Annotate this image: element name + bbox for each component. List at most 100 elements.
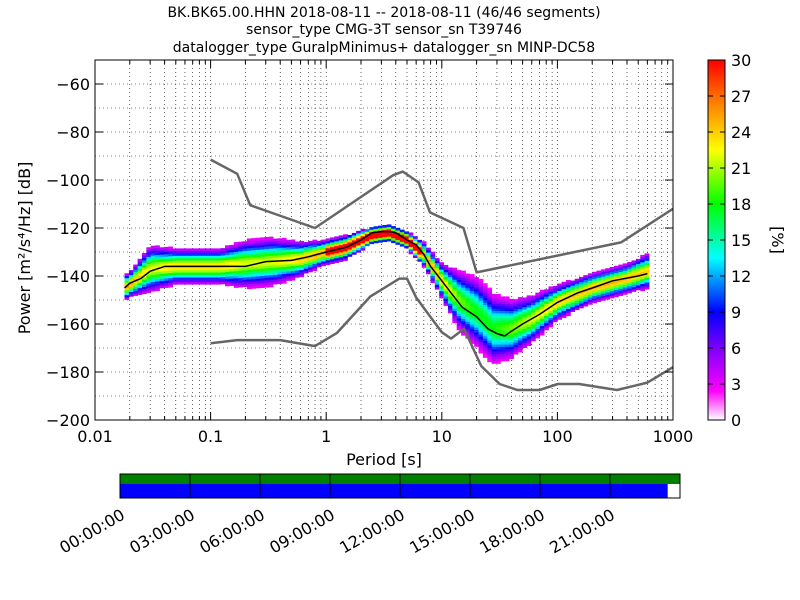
density-cell	[496, 322, 501, 326]
density-cell	[194, 260, 200, 263]
density-cell	[461, 304, 466, 307]
density-cell	[469, 290, 475, 294]
density-cell	[565, 287, 571, 290]
density-cell	[644, 267, 650, 271]
density-cell	[190, 253, 195, 256]
density-cell	[461, 316, 466, 319]
density-cell	[557, 297, 562, 301]
density-cell	[216, 255, 222, 259]
density-cell	[544, 291, 549, 295]
density-cell	[579, 279, 584, 282]
density-cell	[618, 264, 624, 268]
density-cell	[268, 239, 274, 242]
density-cell	[539, 325, 545, 329]
density-cell	[255, 237, 261, 241]
density-cell	[181, 262, 187, 266]
density-cell	[496, 344, 501, 347]
density-cell	[246, 284, 252, 287]
density-cell	[465, 304, 471, 308]
density-cell	[522, 328, 528, 332]
density-cell	[526, 340, 532, 344]
density-cell	[172, 250, 178, 254]
density-cell	[504, 339, 510, 343]
density-cell	[233, 242, 239, 245]
density-cell	[509, 337, 514, 340]
density-cell	[246, 276, 252, 280]
density-cell	[517, 318, 523, 322]
density-cell	[605, 275, 611, 278]
density-cell	[225, 271, 230, 275]
density-cell	[137, 289, 143, 293]
density-cell	[605, 296, 611, 300]
density-cell	[474, 334, 479, 338]
density-cell	[469, 300, 475, 304]
density-cell	[281, 245, 287, 248]
density-cell	[391, 233, 396, 236]
density-cell	[225, 276, 230, 280]
density-cell	[631, 267, 637, 271]
density-cell	[496, 306, 501, 309]
density-cell	[395, 235, 401, 238]
colorbar-tick-label: 27	[731, 87, 751, 106]
density-cell	[321, 241, 326, 245]
density-cell	[260, 273, 265, 276]
density-cell	[456, 272, 462, 276]
density-cell	[246, 243, 252, 246]
density-cell	[509, 349, 514, 352]
density-cell	[478, 317, 484, 320]
density-cell	[570, 282, 576, 286]
density-cell	[478, 286, 484, 289]
density-cell	[176, 255, 182, 259]
density-cell	[500, 354, 506, 357]
density-cell	[286, 263, 291, 267]
density-cell	[452, 306, 458, 309]
density-cell	[338, 242, 344, 246]
density-cell	[513, 342, 519, 345]
density-cell	[430, 273, 436, 276]
density-cell	[220, 269, 226, 273]
density-cell	[255, 254, 261, 258]
density-cell	[544, 318, 549, 321]
density-cell	[251, 250, 257, 253]
density-cell	[530, 307, 536, 311]
density-cell	[614, 284, 619, 288]
density-cell	[456, 284, 462, 288]
density-cell	[539, 316, 545, 319]
density-cell	[614, 280, 619, 283]
density-cell	[356, 250, 361, 253]
density-cell	[159, 247, 165, 250]
density-cell	[356, 238, 361, 241]
x-tick-label: 100	[542, 427, 573, 446]
density-cell	[303, 242, 309, 245]
density-cell	[325, 238, 331, 242]
density-cell	[316, 262, 322, 266]
density-cell	[478, 290, 484, 294]
density-cell	[548, 320, 554, 323]
density-cell	[474, 337, 479, 340]
density-cell	[426, 259, 431, 263]
density-cell	[312, 239, 318, 243]
density-cell	[260, 263, 265, 267]
density-cell	[526, 343, 532, 346]
density-cell	[268, 253, 274, 257]
density-cell	[456, 289, 462, 292]
density-cell	[487, 321, 493, 324]
density-cell	[461, 270, 466, 274]
density-cell	[255, 283, 261, 286]
density-cell	[163, 254, 169, 257]
density-cell	[351, 240, 357, 243]
density-cell	[574, 285, 580, 289]
density-cell	[238, 270, 243, 274]
density-cell	[260, 268, 265, 272]
density-cell	[587, 297, 593, 300]
density-cell	[496, 354, 501, 357]
density-cell	[334, 236, 340, 239]
density-cell	[530, 338, 536, 342]
density-cell	[544, 289, 549, 292]
density-cell	[220, 252, 226, 256]
density-cell	[185, 282, 191, 285]
density-cell	[233, 261, 239, 264]
density-cell	[194, 258, 200, 261]
density-cell	[168, 251, 173, 254]
density-cell	[281, 261, 287, 265]
